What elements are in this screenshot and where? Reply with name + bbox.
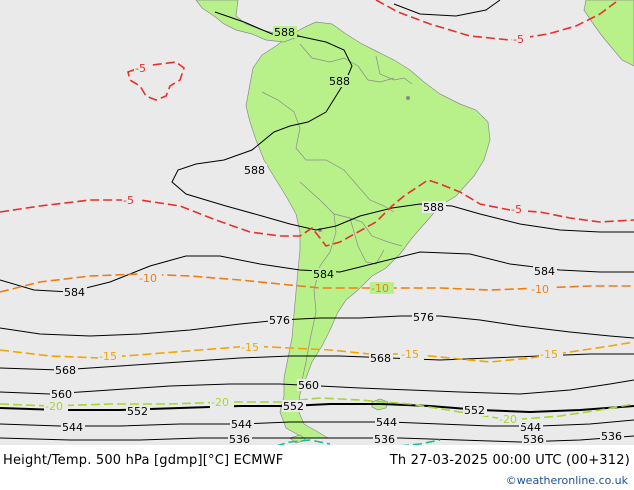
height-label: 536	[601, 430, 622, 443]
contour-560	[0, 379, 634, 395]
height-label: 584	[534, 265, 555, 278]
credit-link[interactable]: ©weatheronline.co.uk	[505, 474, 628, 487]
height-label: 584	[64, 286, 85, 299]
temp-minus5-island	[127, 61, 185, 101]
temp-minus10	[0, 273, 634, 293]
weather-map: 588 588 588 588 584 584 584 576 576 568 …	[0, 0, 634, 445]
map-footer: Height/Temp. 500 hPa [gdmp][°C] ECMWF Th…	[0, 445, 634, 490]
temp-label: -5	[513, 33, 524, 46]
height-label: 576	[413, 311, 434, 324]
temp-label: -10	[139, 272, 157, 285]
height-label-layer: 588 588 588 588 584 584 584 576 576 568 …	[50, 26, 624, 445]
height-label: 568	[370, 352, 391, 365]
map-canvas: 588 588 588 588 584 584 584 576 576 568 …	[0, 0, 634, 445]
height-label: 552	[283, 400, 304, 413]
valid-time: Th 27-03-2025 00:00 UTC (00+312)	[389, 453, 630, 468]
temp-minus5-main	[0, 179, 634, 247]
height-label: 568	[55, 364, 76, 377]
height-label: 536	[374, 433, 395, 445]
africa-land	[583, 0, 634, 67]
contour-588-top	[393, 0, 501, 17]
height-label: 544	[231, 418, 252, 431]
contour-552	[0, 403, 634, 414]
temp-minus20	[0, 397, 634, 421]
temp-minus25	[276, 439, 441, 445]
temp-label: -10	[371, 282, 389, 295]
height-label: 544	[376, 416, 397, 429]
central-america-land	[195, 0, 301, 43]
temp-label: -5	[123, 194, 134, 207]
temp-label: -15	[241, 341, 259, 354]
height-label: 560	[298, 379, 319, 392]
temp-minus5-north	[375, 0, 617, 41]
height-label: 552	[127, 405, 148, 418]
height-label: 584	[313, 268, 334, 281]
height-label: 544	[520, 421, 541, 434]
temp-label: -15	[401, 348, 419, 361]
height-label: 560	[51, 388, 72, 401]
temp-label: -15	[540, 348, 558, 361]
height-label: 588	[274, 26, 295, 39]
height-label: 536	[229, 433, 250, 445]
temp-label-layer: -5 -5 -5 -5 -10 -10 -10 -15 -15 -15 -15 …	[44, 33, 563, 426]
height-label: 588	[244, 164, 265, 177]
country-borders	[261, 43, 413, 391]
map-title: Height/Temp. 500 hPa [gdmp][°C] ECMWF	[3, 453, 284, 468]
height-label: 588	[423, 201, 444, 214]
height-label: 544	[62, 421, 83, 434]
temp-label: -5	[511, 203, 522, 216]
height-label: 588	[329, 75, 350, 88]
temp-label: -20	[499, 413, 517, 426]
temp-label: -15	[99, 350, 117, 363]
temp-label: -10	[531, 283, 549, 296]
temp-label: -5	[135, 62, 146, 75]
temp-label: -20	[45, 400, 63, 413]
contour-584	[0, 251, 634, 293]
height-label: 552	[464, 404, 485, 417]
height-contours	[0, 0, 634, 443]
height-label: 576	[269, 314, 290, 327]
contour-576	[0, 315, 634, 339]
temp-label: -20	[211, 396, 229, 409]
height-label: 536	[523, 433, 544, 445]
